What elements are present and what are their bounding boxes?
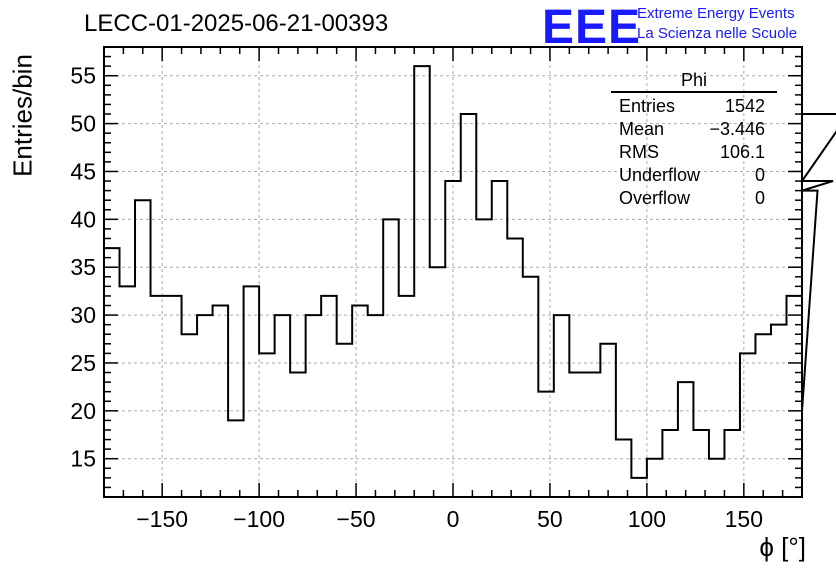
stats-label: Entries <box>619 96 676 116</box>
x-tick-label: −50 <box>337 506 376 532</box>
stats-row-entries: Entries 1542 <box>611 95 777 118</box>
x-tick-label: −150 <box>136 506 188 532</box>
y-tick-label: 45 <box>70 158 96 184</box>
y-axis-label: Entries/bin <box>7 54 38 177</box>
logo-line-1: Extreme Energy Events <box>637 5 795 22</box>
y-tick-label: 50 <box>70 111 96 137</box>
stats-box: Phi Entries 1542 Mean −3.446 RMS 106.1 U… <box>611 70 777 210</box>
stats-row-rms: RMS 106.1 <box>611 141 777 164</box>
stats-label: RMS <box>619 142 659 162</box>
x-tick-label: −100 <box>233 506 285 532</box>
stats-title: Phi <box>611 70 777 93</box>
stats-row-overflow: Overflow 0 <box>611 187 777 210</box>
stats-value: 106.1 <box>719 142 765 162</box>
x-axis-label: ϕ [°] <box>759 532 806 562</box>
y-tick-label: 40 <box>70 206 96 232</box>
stats-row-underflow: Underflow 0 <box>611 164 777 187</box>
stats-row-mean: Mean −3.446 <box>611 118 777 141</box>
stats-value: 1542 <box>724 96 765 116</box>
x-tick-label: 0 <box>447 506 460 532</box>
plot-title: LECC-01-2025-06-21-00393 <box>84 10 389 37</box>
stats-label: Overflow <box>619 188 691 208</box>
y-tick-label: 30 <box>70 302 96 328</box>
stats-value: 0 <box>754 165 765 185</box>
histogram-line <box>104 65 836 479</box>
stats-label: Mean <box>619 119 665 139</box>
x-tick-label: 150 <box>725 506 763 532</box>
stats-label: Underflow <box>619 165 701 185</box>
logo-line-2: La Scienza nelle Scuole <box>637 25 798 42</box>
stats-value: −3.446 <box>709 119 765 139</box>
eee-logo: EEE <box>542 1 642 54</box>
x-tick-label: 50 <box>537 506 563 532</box>
y-tick-label: 35 <box>70 254 96 280</box>
y-tick-label: 20 <box>70 398 96 424</box>
y-tick-label: 55 <box>70 63 96 89</box>
x-tick-label: 100 <box>628 506 666 532</box>
y-tick-label: 15 <box>70 446 96 472</box>
y-tick-label: 25 <box>70 350 96 376</box>
stats-value: 0 <box>754 188 765 208</box>
